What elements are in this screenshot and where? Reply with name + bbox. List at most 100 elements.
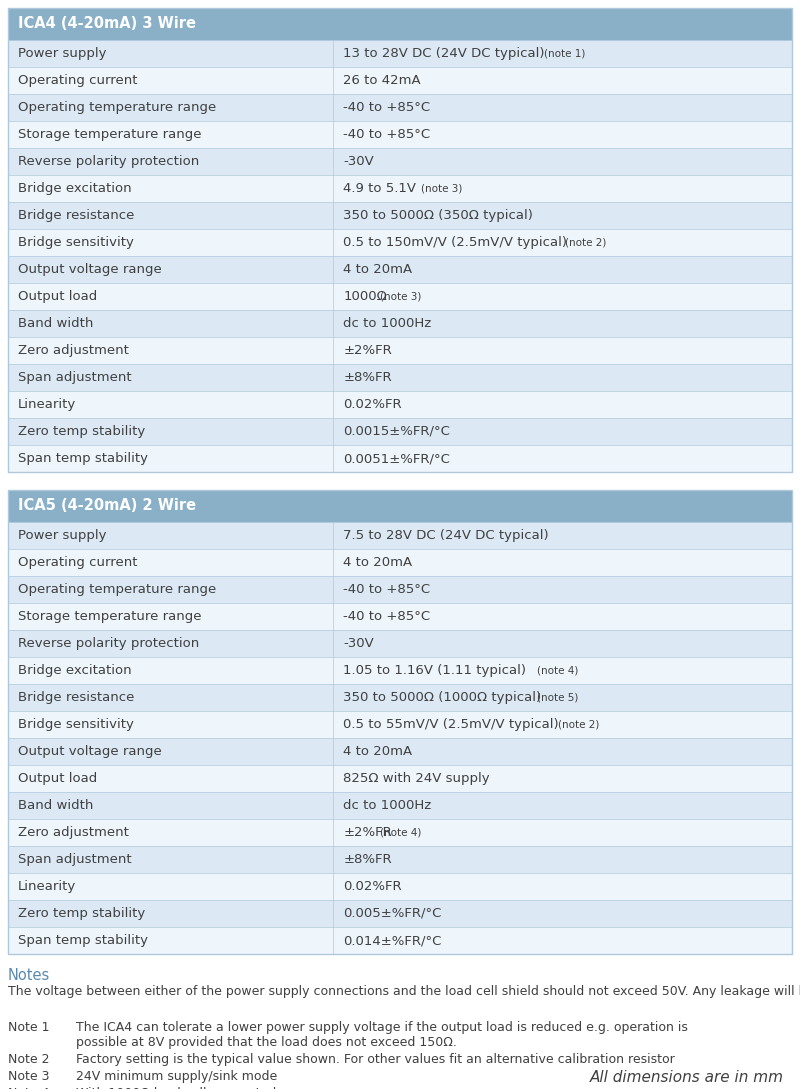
Bar xyxy=(8,490,792,522)
Text: Factory setting is the typical value shown. For other values fit an alternative : Factory setting is the typical value sho… xyxy=(76,1053,674,1066)
Text: Operating temperature range: Operating temperature range xyxy=(18,101,216,114)
Bar xyxy=(8,490,792,954)
Bar xyxy=(8,900,792,927)
Text: 0.005±%FR/°C: 0.005±%FR/°C xyxy=(343,907,442,920)
Text: (note 3): (note 3) xyxy=(421,184,462,194)
Text: With 1000Ω load cell connected: With 1000Ω load cell connected xyxy=(76,1087,276,1089)
Text: 13 to 28V DC (24V DC typical): 13 to 28V DC (24V DC typical) xyxy=(343,47,545,60)
Text: Zero temp stability: Zero temp stability xyxy=(18,425,146,438)
Text: 0.014±%FR/°C: 0.014±%FR/°C xyxy=(343,934,442,947)
Text: ±2%FR: ±2%FR xyxy=(343,825,392,839)
Text: 0.5 to 55mV/V (2.5mV/V typical): 0.5 to 55mV/V (2.5mV/V typical) xyxy=(343,718,559,731)
Text: Reverse polarity protection: Reverse polarity protection xyxy=(18,155,199,168)
Text: 350 to 5000Ω (350Ω typical): 350 to 5000Ω (350Ω typical) xyxy=(343,209,534,222)
Text: -30V: -30V xyxy=(343,155,374,168)
Text: Note 3: Note 3 xyxy=(8,1070,50,1082)
Bar xyxy=(8,68,792,94)
Text: Linearity: Linearity xyxy=(18,880,76,893)
Bar xyxy=(8,684,792,711)
Bar xyxy=(8,8,792,40)
Bar xyxy=(8,873,792,900)
Text: Operating temperature range: Operating temperature range xyxy=(18,583,216,596)
Bar xyxy=(8,121,792,148)
Bar xyxy=(8,8,792,472)
Text: Operating current: Operating current xyxy=(18,556,138,568)
Bar xyxy=(8,603,792,631)
Text: Output voltage range: Output voltage range xyxy=(18,745,162,758)
Text: Bridge resistance: Bridge resistance xyxy=(18,692,134,703)
Bar xyxy=(8,364,792,391)
Text: 24V minimum supply/sink mode: 24V minimum supply/sink mode xyxy=(76,1070,278,1082)
Text: -40 to +85°C: -40 to +85°C xyxy=(343,101,430,114)
Text: dc to 1000Hz: dc to 1000Hz xyxy=(343,317,432,330)
Bar xyxy=(8,846,792,873)
Bar xyxy=(8,337,792,364)
Bar xyxy=(8,310,792,337)
Text: Storage temperature range: Storage temperature range xyxy=(18,129,202,140)
Text: Storage temperature range: Storage temperature range xyxy=(18,610,202,623)
Text: Linearity: Linearity xyxy=(18,397,76,411)
Bar xyxy=(8,711,792,738)
Text: 350 to 5000Ω (1000Ω typical): 350 to 5000Ω (1000Ω typical) xyxy=(343,692,542,703)
Text: Bridge sensitivity: Bridge sensitivity xyxy=(18,718,134,731)
Text: (note 2): (note 2) xyxy=(565,237,606,247)
Text: The ICA4 can tolerate a lower power supply voltage if the output load is reduced: The ICA4 can tolerate a lower power supp… xyxy=(76,1021,688,1033)
Text: Notes: Notes xyxy=(8,968,50,983)
Text: 0.0015±%FR/°C: 0.0015±%FR/°C xyxy=(343,425,450,438)
Text: 26 to 42mA: 26 to 42mA xyxy=(343,74,421,87)
Text: 825Ω with 24V supply: 825Ω with 24V supply xyxy=(343,772,490,785)
Text: ±2%FR: ±2%FR xyxy=(343,344,392,357)
Text: 7.5 to 28V DC (24V DC typical): 7.5 to 28V DC (24V DC typical) xyxy=(343,529,549,542)
Text: 4.9 to 5.1V: 4.9 to 5.1V xyxy=(343,182,416,195)
Text: 4 to 20mA: 4 to 20mA xyxy=(343,264,413,276)
Bar xyxy=(8,94,792,121)
Bar xyxy=(8,792,792,819)
Text: Note 4: Note 4 xyxy=(8,1087,50,1089)
Bar xyxy=(8,522,792,549)
Text: The voltage between either of the power supply connections and the load cell shi: The voltage between either of the power … xyxy=(8,984,800,998)
Text: Power supply: Power supply xyxy=(18,47,106,60)
Text: Output voltage range: Output voltage range xyxy=(18,264,162,276)
Text: (note 1): (note 1) xyxy=(544,49,586,59)
Bar xyxy=(8,256,792,283)
Bar xyxy=(8,175,792,201)
Text: Band width: Band width xyxy=(18,799,94,812)
Text: -40 to +85°C: -40 to +85°C xyxy=(343,583,430,596)
Text: (note 5): (note 5) xyxy=(538,693,579,702)
Text: Output load: Output load xyxy=(18,772,98,785)
Bar xyxy=(8,40,792,68)
Text: Bridge sensitivity: Bridge sensitivity xyxy=(18,236,134,249)
Bar xyxy=(8,657,792,684)
Text: Span adjustment: Span adjustment xyxy=(18,853,132,866)
Text: Span adjustment: Span adjustment xyxy=(18,371,132,384)
Bar xyxy=(8,229,792,256)
Text: Zero temp stability: Zero temp stability xyxy=(18,907,146,920)
Text: -30V: -30V xyxy=(343,637,374,650)
Text: Bridge excitation: Bridge excitation xyxy=(18,182,132,195)
Bar xyxy=(8,764,792,792)
Bar xyxy=(8,549,792,576)
Bar xyxy=(8,819,792,846)
Text: Zero adjustment: Zero adjustment xyxy=(18,825,129,839)
Bar xyxy=(8,738,792,764)
Text: 0.02%FR: 0.02%FR xyxy=(343,880,402,893)
Text: Operating current: Operating current xyxy=(18,74,138,87)
Bar xyxy=(8,576,792,603)
Text: Span temp stability: Span temp stability xyxy=(18,452,148,465)
Text: Reverse polarity protection: Reverse polarity protection xyxy=(18,637,199,650)
Text: 1.05 to 1.16V (1.11 typical): 1.05 to 1.16V (1.11 typical) xyxy=(343,664,526,677)
Text: (note 4): (note 4) xyxy=(380,828,421,837)
Bar xyxy=(8,418,792,445)
Text: All dimensions are in mm: All dimensions are in mm xyxy=(590,1069,784,1085)
Text: 4 to 20mA: 4 to 20mA xyxy=(343,745,413,758)
Text: Note 2: Note 2 xyxy=(8,1053,50,1066)
Bar xyxy=(8,283,792,310)
Text: ±8%FR: ±8%FR xyxy=(343,853,392,866)
Text: ±8%FR: ±8%FR xyxy=(343,371,392,384)
Bar xyxy=(8,927,792,954)
Text: possible at 8V provided that the load does not exceed 150Ω.: possible at 8V provided that the load do… xyxy=(76,1036,457,1049)
Bar xyxy=(8,148,792,175)
Text: ICA4 (4-20mA) 3 Wire: ICA4 (4-20mA) 3 Wire xyxy=(18,16,196,32)
Text: 4 to 20mA: 4 to 20mA xyxy=(343,556,413,568)
Text: Band width: Band width xyxy=(18,317,94,330)
